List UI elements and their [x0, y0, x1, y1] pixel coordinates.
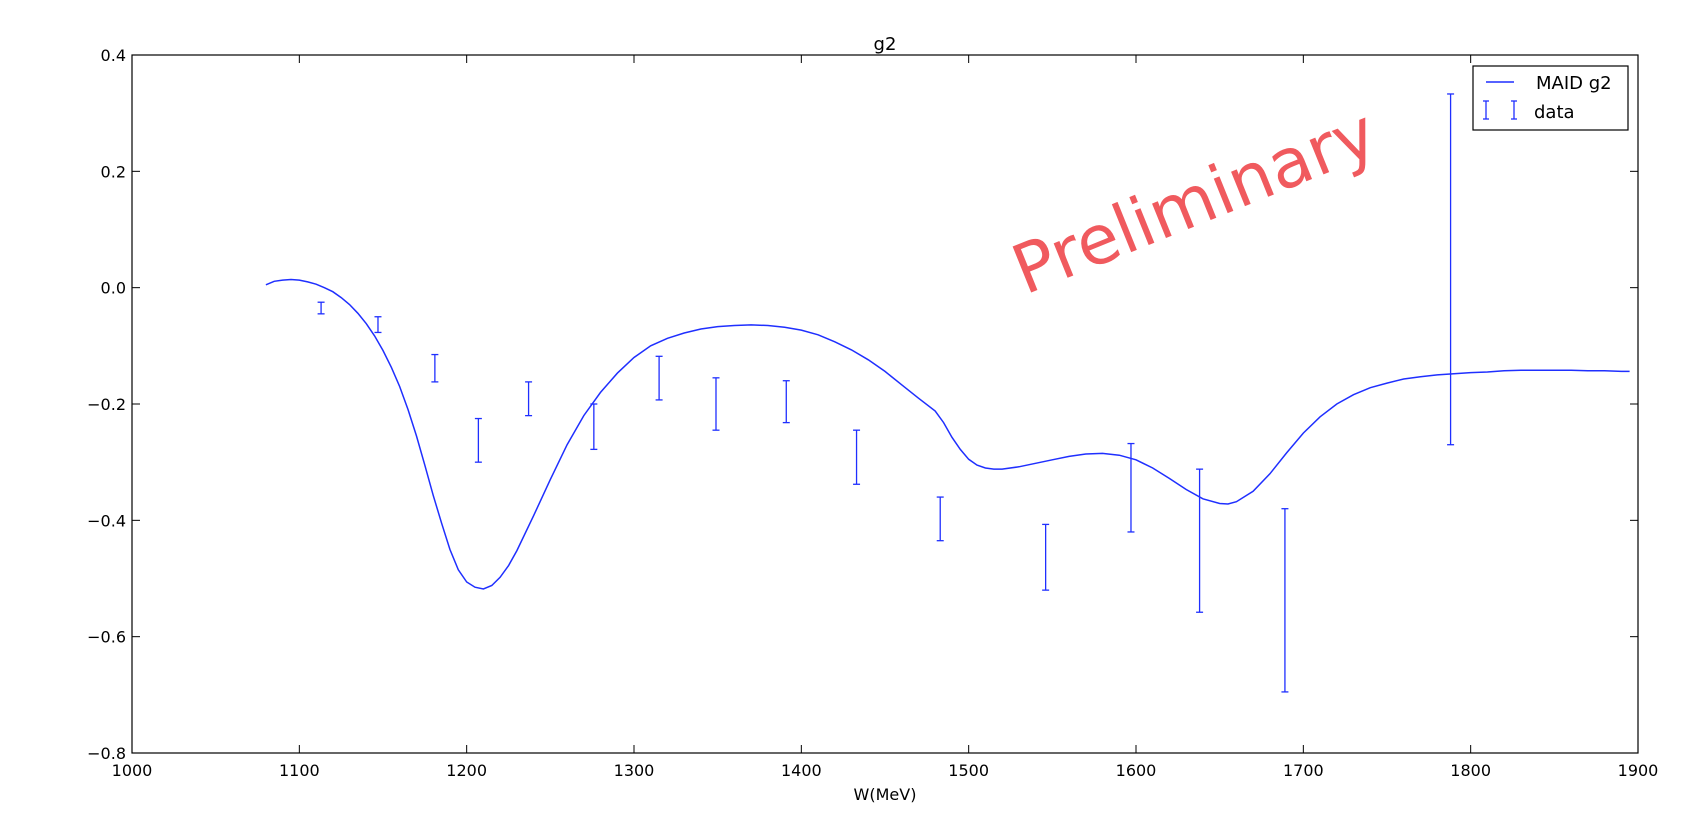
x-tick-label: 1300: [614, 761, 655, 780]
data-errorbar: [1042, 523, 1050, 591]
maid-g2-line: [265, 278, 1630, 590]
x-axis-ticks: 1000 1100 1200 1300 1400 1500 1600 1700 1800 1900: [112, 55, 1659, 780]
x-tick-label: 1500: [948, 761, 989, 780]
y-tick-label: −0.8: [87, 744, 126, 763]
data-errorbar: [1281, 508, 1289, 693]
y-tick-label: −0.4: [87, 511, 126, 530]
data-errorbar: [936, 496, 944, 542]
data-errorbar: [712, 377, 720, 431]
y-tick-label: 0.4: [101, 46, 126, 65]
x-tick-label: 1000: [112, 761, 153, 780]
legend-label-data: data: [1534, 102, 1575, 123]
y-axis-ticks: 0.4 0.2 0.0 −0.2 −0.4 −0.6 −0.8: [87, 46, 1638, 763]
data-errorbar: [655, 355, 663, 401]
data-errorbars: [317, 93, 1455, 693]
x-tick-label: 1200: [446, 761, 487, 780]
x-tick-label: 1900: [1618, 761, 1659, 780]
legend: MAID g2 data: [1472, 65, 1629, 131]
y-tick-label: −0.2: [87, 395, 126, 414]
x-tick-label: 1400: [781, 761, 822, 780]
y-tick-label: 0.2: [101, 162, 126, 181]
x-tick-label: 1100: [279, 761, 320, 780]
data-errorbar: [431, 353, 439, 383]
plot-frame: [131, 54, 1639, 754]
y-tick-label: −0.6: [87, 628, 126, 647]
data-errorbar: [317, 301, 325, 315]
x-tick-label: 1600: [1116, 761, 1157, 780]
data-errorbar: [1196, 468, 1204, 613]
y-tick-label: 0.0: [101, 279, 126, 298]
data-errorbar: [374, 316, 382, 334]
legend-label-maid: MAID g2: [1536, 73, 1612, 94]
data-errorbar: [782, 380, 790, 424]
data-errorbar: [1447, 93, 1455, 446]
data-errorbar: [853, 429, 861, 485]
legend-box: [1472, 65, 1629, 131]
x-tick-label: 1800: [1450, 761, 1491, 780]
data-errorbar: [474, 417, 482, 463]
x-axis-label: W(MeV): [854, 785, 917, 804]
chart-title: g2: [874, 34, 897, 55]
data-errorbar: [525, 381, 533, 417]
legend-errorbar-swatch: [1483, 100, 1517, 120]
x-tick-label: 1700: [1283, 761, 1324, 780]
